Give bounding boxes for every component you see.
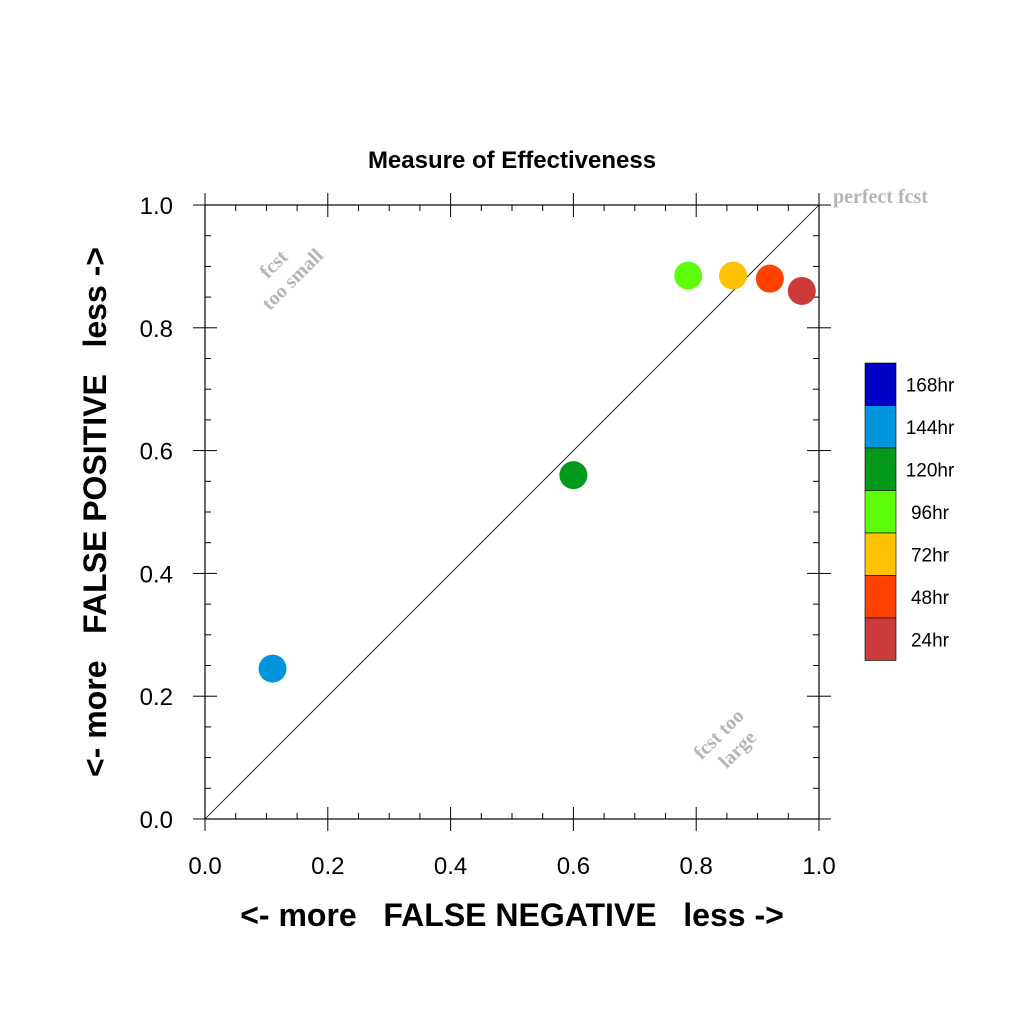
annotation-too-large: fcst too large — [689, 701, 769, 781]
data-point-144hr — [258, 654, 287, 683]
y-tick-label: 0.4 — [140, 561, 173, 588]
data-point-24hr — [787, 276, 816, 305]
y-tick-label: 0.0 — [140, 807, 173, 834]
legend-swatch-96hr — [864, 490, 897, 534]
perfect-forecast-label: perfect fcst — [833, 186, 928, 208]
legend-label: 144hr — [906, 418, 955, 439]
data-point-96hr — [674, 261, 703, 290]
perfect-forecast-line — [204, 204, 820, 820]
data-point-120hr — [559, 461, 588, 490]
y-axis-title: <- more FALSE POSITIVE less -> — [77, 247, 113, 777]
legend-label: 168hr — [906, 375, 955, 396]
y-tick-label: 0.8 — [140, 316, 173, 343]
legend-label: 96hr — [911, 503, 950, 524]
legend-swatch-72hr — [864, 532, 897, 576]
data-points — [258, 261, 816, 683]
x-tick-label: 0.8 — [680, 853, 713, 880]
y-tick-label: 0.2 — [140, 684, 173, 711]
x-tick-label: 0.2 — [311, 853, 344, 880]
data-point-72hr — [719, 261, 748, 290]
x-tick-labels: 0.0 0.2 0.4 0.6 0.8 1.0 — [188, 853, 835, 880]
legend-swatch-168hr — [864, 362, 897, 406]
x-tick-label: 0.0 — [188, 853, 221, 880]
x-tick-label: 1.0 — [802, 853, 835, 880]
legend-swatch-48hr — [864, 575, 897, 619]
annotation-too-small: fcst too small — [241, 227, 328, 314]
x-axis-title: <- more FALSE NEGATIVE less -> — [240, 897, 784, 933]
chart-title: Measure of Effectiveness — [368, 147, 656, 174]
legend-label: 72hr — [911, 545, 950, 566]
legend-label: 120hr — [906, 460, 955, 481]
legend-label: 24hr — [911, 630, 950, 651]
legend: 168hr 144hr 120hr 96hr 72hr 48hr 24hr — [864, 362, 955, 661]
y-tick-label: 0.6 — [140, 439, 173, 466]
legend-label: 48hr — [911, 588, 950, 609]
legend-swatch-24hr — [864, 617, 897, 661]
legend-swatch-144hr — [864, 405, 897, 449]
axis-ticks — [193, 193, 831, 831]
y-tick-label: 1.0 — [140, 193, 173, 220]
data-point-48hr — [755, 264, 784, 293]
x-tick-label: 0.6 — [557, 853, 590, 880]
legend-swatch-120hr — [864, 447, 897, 491]
y-tick-labels: 0.0 0.2 0.4 0.6 0.8 1.0 — [140, 193, 173, 834]
x-tick-label: 0.4 — [434, 853, 467, 880]
